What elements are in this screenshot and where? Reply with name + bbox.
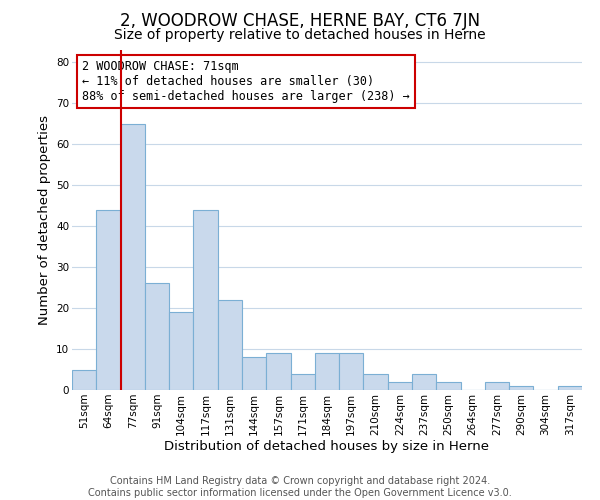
- Text: Contains HM Land Registry data © Crown copyright and database right 2024.
Contai: Contains HM Land Registry data © Crown c…: [88, 476, 512, 498]
- Bar: [339, 353, 364, 390]
- Bar: [169, 312, 193, 390]
- Bar: [509, 386, 533, 390]
- Bar: [412, 374, 436, 390]
- Bar: [485, 382, 509, 390]
- Bar: [218, 300, 242, 390]
- Bar: [388, 382, 412, 390]
- Bar: [72, 370, 96, 390]
- Bar: [315, 353, 339, 390]
- Text: 2, WOODROW CHASE, HERNE BAY, CT6 7JN: 2, WOODROW CHASE, HERNE BAY, CT6 7JN: [120, 12, 480, 30]
- Bar: [145, 284, 169, 390]
- Bar: [436, 382, 461, 390]
- Bar: [193, 210, 218, 390]
- Bar: [364, 374, 388, 390]
- Bar: [242, 357, 266, 390]
- X-axis label: Distribution of detached houses by size in Herne: Distribution of detached houses by size …: [164, 440, 490, 454]
- Bar: [290, 374, 315, 390]
- Text: Size of property relative to detached houses in Herne: Size of property relative to detached ho…: [114, 28, 486, 42]
- Bar: [121, 124, 145, 390]
- Y-axis label: Number of detached properties: Number of detached properties: [38, 115, 50, 325]
- Bar: [96, 210, 121, 390]
- Bar: [558, 386, 582, 390]
- Bar: [266, 353, 290, 390]
- Text: 2 WOODROW CHASE: 71sqm
← 11% of detached houses are smaller (30)
88% of semi-det: 2 WOODROW CHASE: 71sqm ← 11% of detached…: [82, 60, 410, 103]
